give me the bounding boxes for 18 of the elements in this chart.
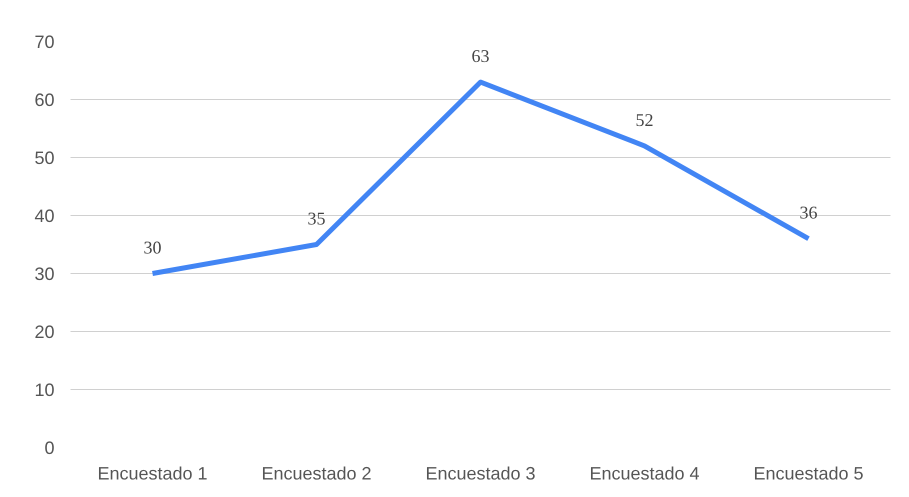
data-label: 30 (144, 238, 162, 258)
y-tick-label: 60 (34, 90, 55, 110)
y-tick-label: 30 (34, 264, 55, 284)
x-tick-label: Encuestado 5 (753, 464, 864, 484)
x-tick-label: Encuestado 2 (261, 464, 372, 484)
y-tick-label: 50 (34, 148, 55, 168)
y-tick-label: 40 (34, 206, 55, 226)
y-tick-label: 10 (34, 380, 55, 400)
data-label: 52 (636, 110, 654, 130)
x-tick-label: Encuestado 3 (425, 464, 536, 484)
data-label: 63 (472, 46, 490, 66)
y-tick-label: 20 (34, 322, 55, 342)
x-tick-label: Encuestado 1 (97, 464, 208, 484)
data-label: 36 (800, 202, 818, 223)
y-tick-label: 70 (34, 32, 55, 52)
y-tick-label: 0 (44, 438, 55, 458)
x-tick-label: Encuestado 4 (589, 464, 700, 484)
data-label: 35 (308, 208, 326, 228)
